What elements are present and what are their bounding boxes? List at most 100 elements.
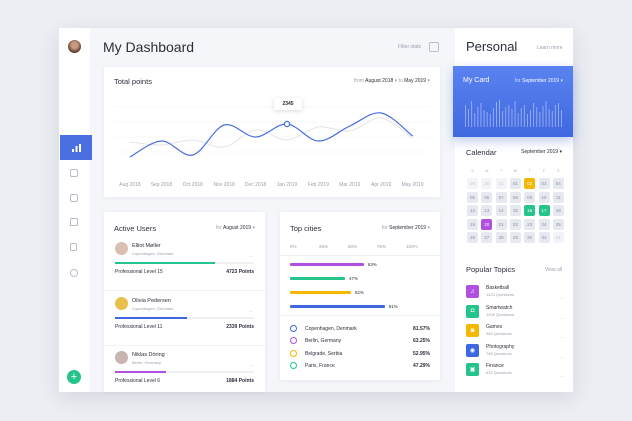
calendar-day[interactable]: 21 <box>495 218 507 230</box>
topic-item[interactable]: ◙ Games 983 Questions ··· <box>455 324 573 341</box>
inbox-icon[interactable] <box>70 194 78 202</box>
calendar-day[interactable]: 04 <box>552 178 564 189</box>
view-all-link[interactable]: View all <box>544 267 562 273</box>
more-icon[interactable]: ··· <box>560 315 564 322</box>
calendar-day[interactable]: 18 <box>552 205 564 217</box>
document-icon[interactable] <box>70 243 77 251</box>
calendar-day[interactable]: 11 <box>552 191 564 203</box>
calendar-day[interactable]: 28 <box>495 232 507 244</box>
more-icon[interactable]: ··· <box>560 296 564 302</box>
calendar-day[interactable]: 30 <box>524 232 536 244</box>
calendar-day[interactable]: 07 <box>495 191 507 203</box>
from-value[interactable]: August 2018 <box>365 78 394 84</box>
calendar-day[interactable]: 29 <box>467 178 478 189</box>
calendar-day[interactable]: 08 <box>509 191 521 203</box>
watch-icon: ◘ <box>466 304 479 318</box>
calendar-day[interactable]: 19 <box>467 218 478 230</box>
x-tick-label: Apr 2019 <box>371 182 392 188</box>
calendar-day[interactable]: 25 <box>552 218 564 230</box>
user-row[interactable]: Elliot Møller Copenhagen, Denmark ··· Profe… <box>104 240 265 291</box>
user-avatar[interactable] <box>115 351 128 364</box>
calendar-day[interactable]: 17 <box>538 205 550 217</box>
spark-bar <box>511 109 513 127</box>
calendar-day[interactable]: 12 <box>467 205 478 217</box>
active-users-card: Active Users for August 2019 ▾ Elliot Mø… <box>104 212 265 392</box>
from-label: from <box>354 78 365 84</box>
user-avatar[interactable] <box>115 296 128 310</box>
calendar-day[interactable]: 20 <box>481 218 493 230</box>
topic-item[interactable]: ◉ Photography 788 Questions ··· <box>455 343 573 361</box>
spark-bar <box>505 107 507 127</box>
more-icon[interactable]: ··· <box>560 335 564 342</box>
sidebar-item-dashboard[interactable] <box>60 135 92 160</box>
calendar-day[interactable]: 03 <box>538 178 550 189</box>
period-select[interactable]: for August 2019 ▾ <box>216 225 255 231</box>
calendar-day[interactable]: 15 <box>509 205 521 217</box>
calendar-day[interactable]: 09 <box>524 191 536 203</box>
spark-bar <box>496 102 497 127</box>
topic-item[interactable]: ♫ Basketball 1423 Questions ··· <box>455 285 573 302</box>
date-range[interactable]: from August 2018 ▾ to May 2019 ▾ <box>354 78 430 84</box>
calendar-day[interactable]: 02 <box>524 178 536 189</box>
calendar-day[interactable]: 01 <box>509 178 521 189</box>
user-avatar[interactable] <box>68 40 81 53</box>
legend-value: 81.57% <box>413 326 430 332</box>
chat-icon[interactable] <box>70 218 78 226</box>
legend-city: Berlin, Germany <box>305 338 342 345</box>
user-location: Copenhagen, Denmark <box>132 305 174 311</box>
more-icon[interactable]: ··· <box>249 308 253 315</box>
spark-bar <box>542 106 544 127</box>
user-row[interactable]: Niklas Döring Berlin, Germany ··· Professio… <box>104 349 265 397</box>
calendar-day[interactable]: 31 <box>495 178 507 189</box>
highlight-point[interactable] <box>283 120 291 128</box>
paint-roller-icon[interactable] <box>70 169 78 177</box>
topic-item[interactable]: ▣ Finance 632 Questions ··· <box>455 363 573 380</box>
city-bar-label: 47% <box>348 275 358 281</box>
calendar-day[interactable]: 27 <box>481 232 493 244</box>
calendar-day[interactable]: 24 <box>538 218 550 230</box>
calendar-day[interactable]: 06 <box>481 191 493 203</box>
axis-label: 100% <box>406 244 418 249</box>
more-icon[interactable]: ··· <box>249 254 253 260</box>
my-card-period[interactable]: for September 2019 ▾ <box>514 78 563 84</box>
calendar-day[interactable]: 10 <box>538 191 550 203</box>
topic-item[interactable]: ◘ Smartwatch 1209 Questions ··· <box>455 304 573 322</box>
my-card[interactable]: My Card for September 2019 ▾ <box>453 66 573 137</box>
divider <box>280 315 440 316</box>
learn-more-link[interactable]: Learn more <box>537 45 563 51</box>
calendar-day[interactable]: 23 <box>524 218 536 230</box>
axis-label: 0% <box>290 244 297 249</box>
user-location: Copenhagen, Denmark <box>132 251 174 256</box>
more-icon[interactable]: ··· <box>560 374 564 381</box>
settings-icon[interactable] <box>70 269 78 277</box>
x-tick-label: May 2019 <box>402 182 424 188</box>
add-button[interactable]: + <box>67 370 81 384</box>
filter-icon[interactable] <box>429 42 439 52</box>
x-tick-label: Dec 2018 <box>245 182 267 188</box>
user-row[interactable]: Olivia Pedersen Copenhagen, Denmark ··· Pro… <box>104 295 265 346</box>
calendar-day[interactable]: 30 <box>481 178 493 189</box>
calendar-day[interactable]: 31 <box>538 232 550 244</box>
user-points: 1884 Points <box>226 378 254 384</box>
filter-stats-link[interactable]: Filter stats <box>398 44 422 50</box>
calendar-day[interactable]: 16 <box>524 205 536 217</box>
more-icon[interactable]: ··· <box>560 354 564 361</box>
spark-bar <box>486 112 488 127</box>
personal-title: Personal <box>466 39 518 54</box>
calendar-day[interactable]: 13 <box>481 205 493 217</box>
calendar-day[interactable]: 22 <box>509 218 521 230</box>
legend-marker <box>290 325 297 332</box>
period-select[interactable]: for September 2019 ▾ <box>381 225 430 231</box>
calendar-day[interactable]: 29 <box>509 232 521 244</box>
calendar-day[interactable]: 05 <box>467 191 478 203</box>
more-icon[interactable]: ··· <box>249 363 253 369</box>
to-value[interactable]: May 2019 <box>404 78 427 84</box>
calendar-day[interactable]: 26 <box>467 232 478 244</box>
calendar-day[interactable]: 01 <box>552 232 564 244</box>
calendar-day[interactable]: 14 <box>495 205 507 217</box>
user-avatar[interactable] <box>115 242 128 255</box>
calendar-month-select[interactable]: September 2019 ▾ <box>521 149 562 155</box>
legend-value: 52.95% <box>413 350 430 357</box>
user-level: Professional Level 11 <box>115 323 163 330</box>
for-label: for <box>514 78 521 84</box>
